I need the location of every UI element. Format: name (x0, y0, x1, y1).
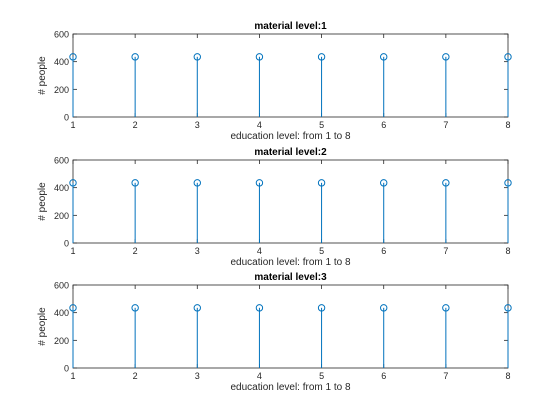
stem-marker (504, 179, 512, 187)
stem-marker (69, 304, 77, 312)
y-tick-label: 600 (54, 281, 69, 291)
y-tick-label: 0 (64, 364, 69, 374)
axes-box (72, 159, 509, 244)
x-axis-label: education level: from 1 to 8 (230, 382, 351, 393)
subplot-1: 0 200 400 600 1 2 3 4 5 6 7 8 material level:1 educat… (37, 21, 512, 142)
y-tick-label: 0 (64, 239, 69, 249)
stem-marker (255, 304, 264, 312)
y-axis-label: # people (37, 182, 48, 221)
y-tick-label: 400 (54, 183, 69, 193)
x-tick-label: 4 (257, 120, 262, 130)
x-tick-label: 4 (257, 371, 262, 381)
x-tick-label: 2 (133, 120, 138, 130)
x-tick-label: 7 (443, 246, 448, 256)
y-tick-label: 200 (54, 211, 69, 221)
axes-box (72, 33, 509, 118)
stem-marker (131, 304, 139, 312)
x-tick-label: 6 (381, 371, 386, 381)
chart-title: material level:1 (254, 21, 327, 32)
stem-marker (131, 53, 139, 61)
stem-marker (442, 304, 450, 312)
subplot-2: 0 200 400 600 1 2 3 4 5 6 7 8 material level:2 educat… (37, 147, 512, 268)
stem-marker (380, 304, 388, 312)
x-tick-label: 8 (505, 246, 510, 256)
x-tick-label: 8 (505, 120, 510, 130)
x-tick-label: 4 (257, 246, 262, 256)
x-tick-label: 3 (195, 120, 200, 130)
y-axis-label: # people (37, 56, 48, 95)
subplot-3: 0 200 400 600 1 2 3 4 5 6 7 8 material level:3 educat… (37, 272, 512, 393)
stem-marker (193, 53, 201, 61)
y-axis-label: # people (37, 307, 48, 346)
y-tick-label: 0 (64, 113, 69, 123)
stem-marker (317, 53, 326, 61)
stem-marker (255, 53, 264, 61)
x-tick-label: 1 (70, 120, 75, 130)
y-tick-label: 400 (54, 308, 69, 318)
x-tick-label: 6 (381, 246, 386, 256)
x-tick-label: 7 (443, 371, 448, 381)
x-tick-label: 6 (381, 120, 386, 130)
x-tick-label: 1 (70, 371, 75, 381)
x-tick-label: 5 (319, 246, 324, 256)
stem-marker (131, 179, 139, 187)
stem-marker (317, 304, 326, 312)
x-axis-label: education level: from 1 to 8 (230, 257, 351, 268)
stem-marker (193, 304, 201, 312)
stem-marker (255, 179, 264, 187)
y-tick-label: 600 (54, 30, 69, 40)
x-tick-label: 5 (319, 371, 324, 381)
x-tick-label: 2 (133, 371, 138, 381)
y-tick-label: 600 (54, 156, 69, 166)
y-tick-label: 200 (54, 336, 69, 346)
stem-marker (69, 53, 77, 61)
stem-marker (442, 179, 450, 187)
axes-box (72, 284, 509, 369)
y-tick-label: 400 (54, 57, 69, 67)
x-axis-label: education level: from 1 to 8 (230, 131, 351, 142)
x-tick-label: 3 (195, 246, 200, 256)
x-tick-label: 5 (319, 120, 324, 130)
x-tick-label: 2 (133, 246, 138, 256)
x-tick-label: 3 (195, 371, 200, 381)
x-tick-label: 8 (505, 371, 510, 381)
stem-marker (442, 53, 450, 61)
stem-marker (504, 304, 512, 312)
stem-marker (317, 179, 326, 187)
stem-marker (504, 53, 512, 61)
x-tick-label: 1 (70, 246, 75, 256)
stem-marker (380, 179, 388, 187)
stem-marker (380, 53, 388, 61)
y-tick-label: 200 (54, 85, 69, 95)
x-tick-label: 7 (443, 120, 448, 130)
chart-title: material level:3 (254, 272, 327, 283)
stem-marker (69, 179, 77, 187)
chart-title: material level:2 (254, 147, 327, 158)
stem-marker (193, 179, 201, 187)
